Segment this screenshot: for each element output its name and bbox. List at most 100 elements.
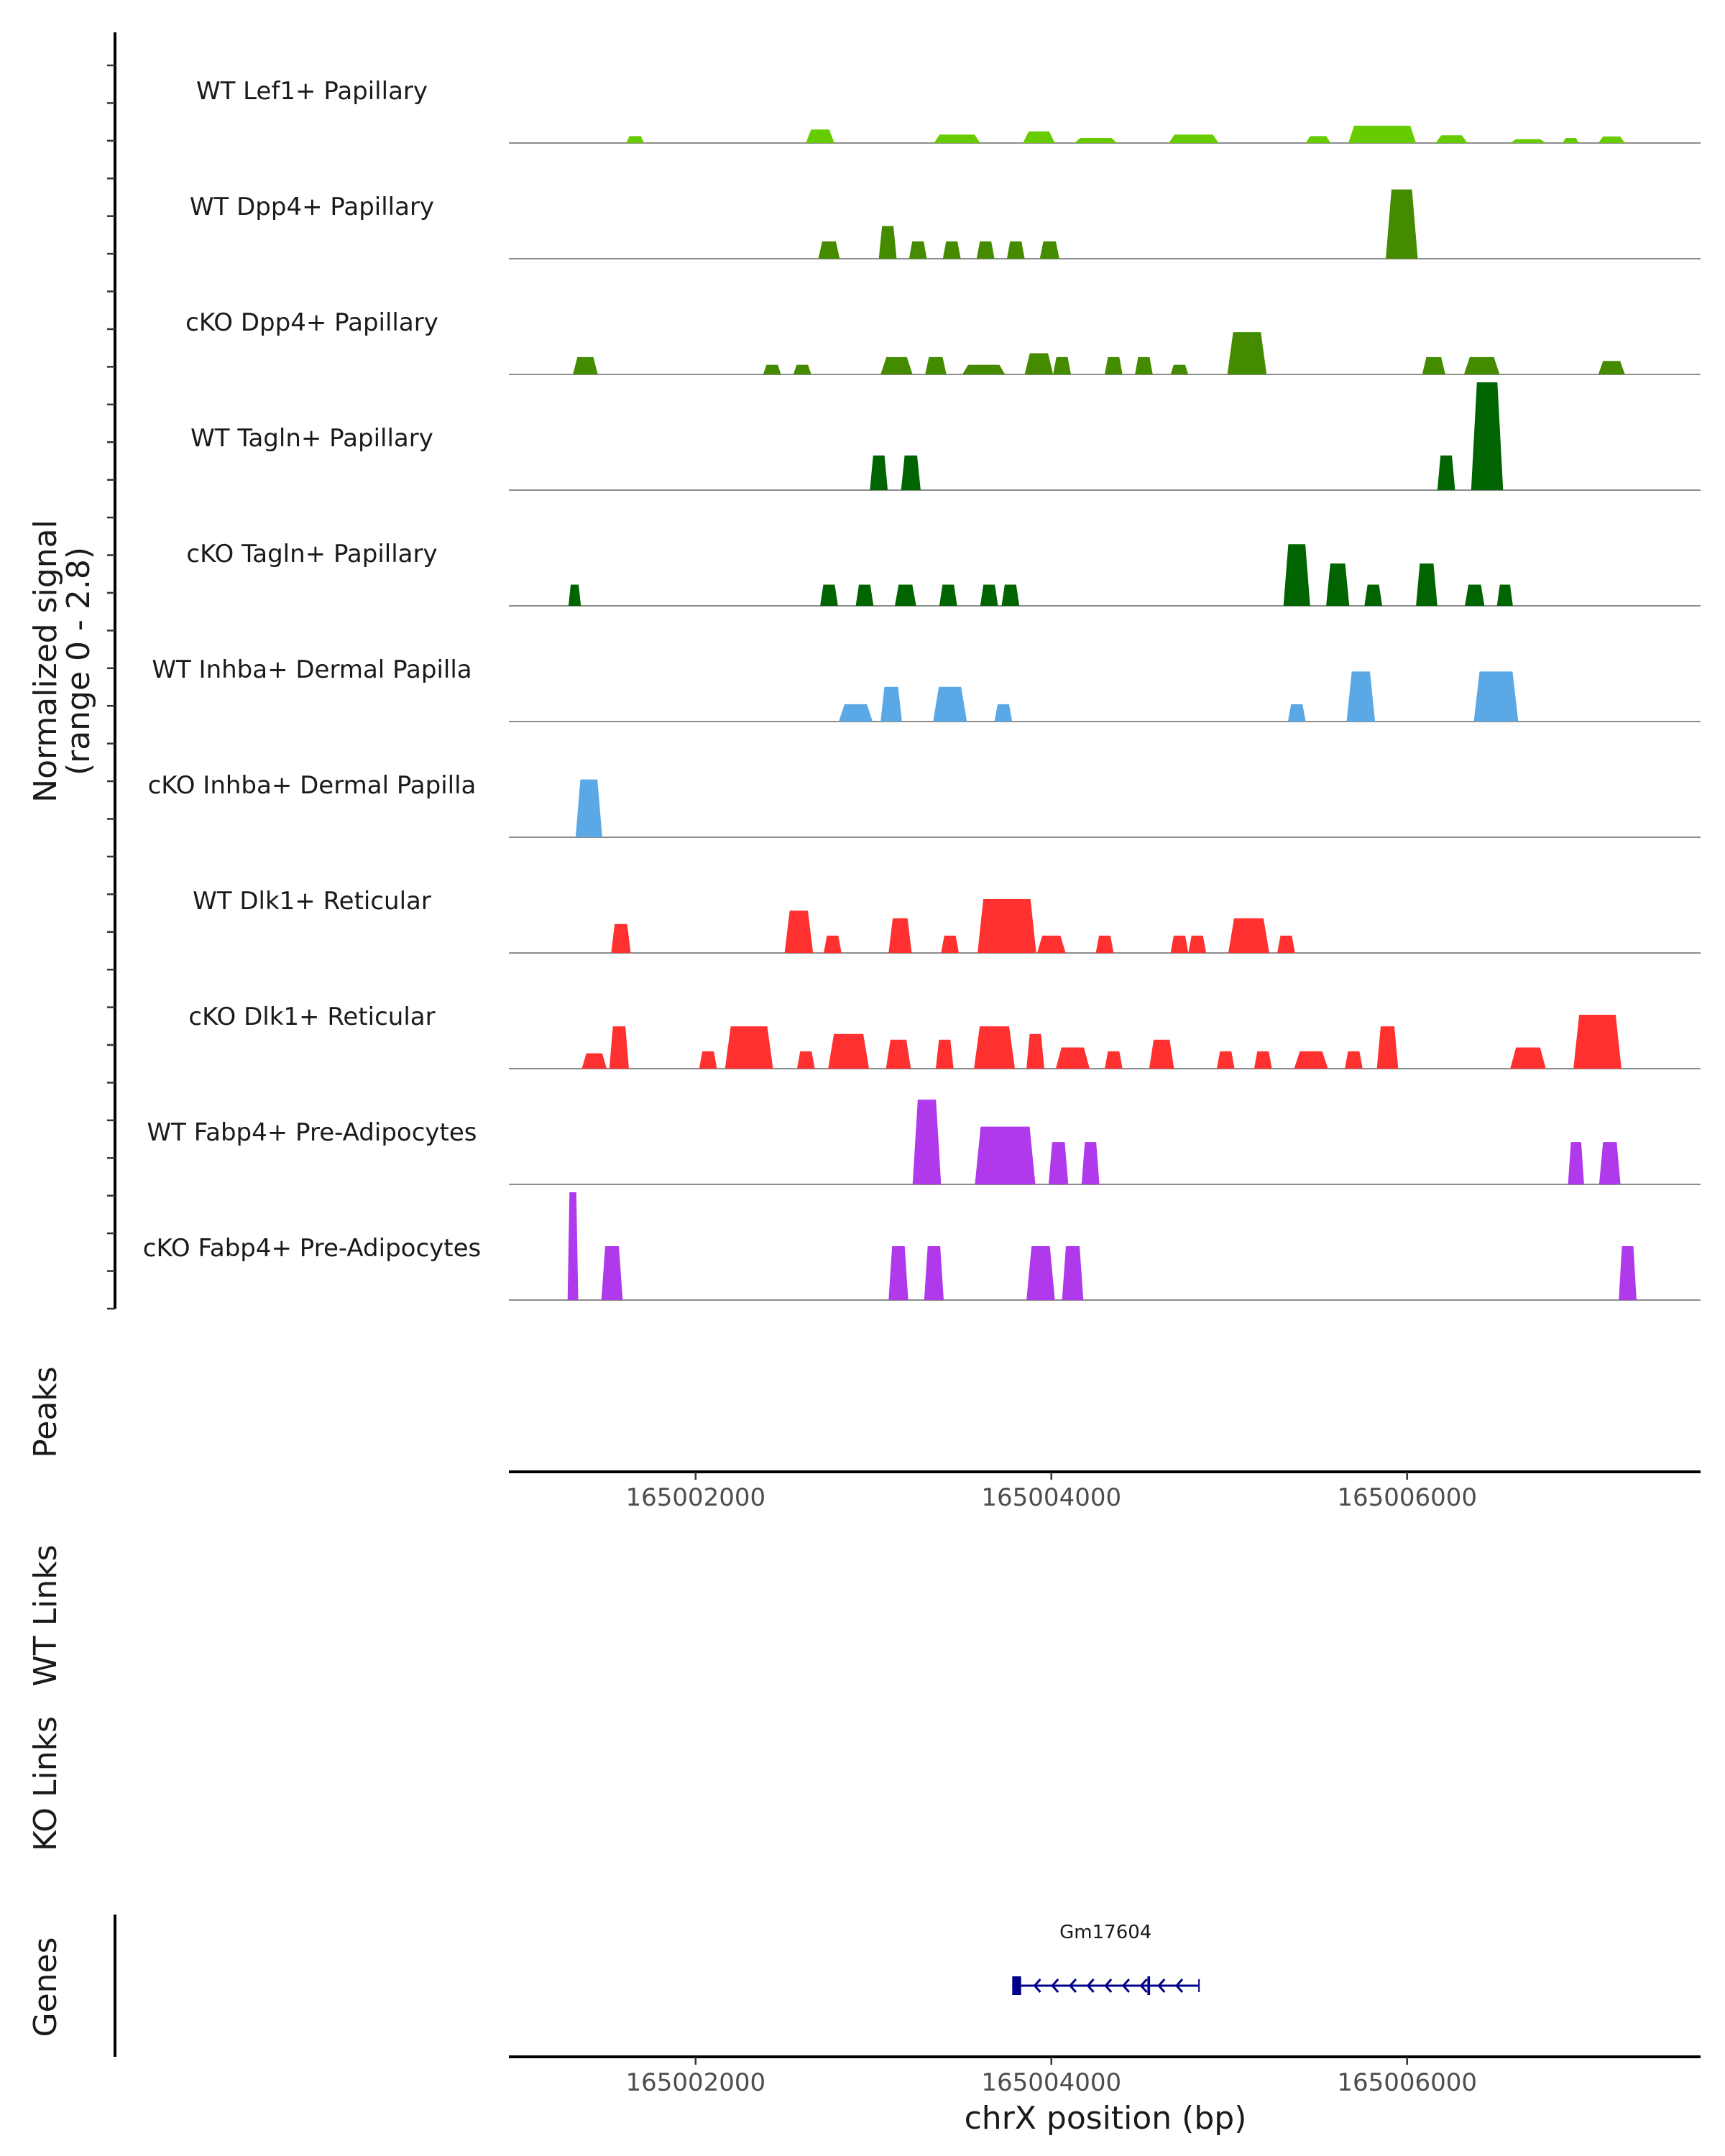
coverage-peak [878, 226, 897, 259]
coverage-peak [1422, 356, 1445, 374]
coverage-peak [575, 779, 602, 837]
coverage-peak [1283, 544, 1310, 606]
peaks-panel-title: Peaks [27, 1366, 64, 1457]
coverage-peak [1023, 131, 1055, 143]
coverage-peak [611, 923, 631, 953]
coverage-peak [1188, 935, 1207, 953]
coverage-peak [1001, 584, 1020, 606]
gene-strand-arrow [1068, 1978, 1077, 1993]
coverage-peak [880, 356, 913, 374]
track-label: WT Inhba+ Dermal Papilla [152, 655, 472, 684]
coverage-peak [1563, 138, 1579, 143]
coverage-peak [1348, 125, 1417, 143]
track-label: cKO Dlk1+ Reticular [188, 1003, 435, 1031]
track-5: WT Inhba+ Dermal Papilla [152, 655, 1701, 722]
coverage-peak [1437, 455, 1455, 490]
coverage-peak [1287, 704, 1306, 722]
track-label: WT Tagln+ Papillary [190, 424, 433, 453]
coverage-peak [1169, 134, 1219, 143]
coverage-peak [724, 1026, 773, 1069]
coverage-peak [806, 129, 834, 143]
peaks-x-tick-label: 165006000 [1337, 1483, 1477, 1512]
coverage-peak [941, 935, 960, 953]
coverage-peak [1473, 671, 1519, 722]
coverage-peak [824, 935, 842, 953]
coverage-peak [870, 455, 888, 490]
coverage-peak [828, 1033, 870, 1069]
track-10: cKO Fabp4+ Pre-Adipocytes [143, 1192, 1701, 1301]
coverage-peak [912, 1100, 942, 1184]
coverage-peak [763, 364, 781, 374]
ko-links-panel-title: KO Links [27, 1716, 64, 1851]
track-label: cKO Fabp4+ Pre-Adipocytes [143, 1234, 482, 1263]
coverage-peak [796, 1051, 815, 1069]
coverage-peak [1039, 241, 1059, 259]
gene-strand-arrow [1104, 1978, 1113, 1993]
coverage-peak [1254, 1051, 1272, 1069]
genes-x-tick-label: 165004000 [981, 2068, 1121, 2097]
coverage-peak [935, 1039, 954, 1069]
coverage-peak [1376, 1026, 1399, 1069]
track-0: WT Lef1+ Papillary [196, 77, 1701, 144]
y-axis-range: (range 0 - 2.8) [60, 547, 97, 775]
track-label: cKO Dpp4+ Papillary [185, 308, 438, 337]
coverage-peak [1105, 356, 1123, 374]
coverage-peak [1568, 1142, 1584, 1184]
coverage-peak [1463, 356, 1500, 374]
coverage-peak [888, 1246, 908, 1300]
coverage-peak [1024, 353, 1054, 374]
coverage-peak [820, 584, 838, 606]
coverage-peak [1496, 584, 1513, 606]
gene-strand-arrow [1157, 1978, 1166, 1993]
coverage-peak [980, 584, 998, 606]
coverage-peak [1364, 584, 1382, 606]
coverage-peak [699, 1051, 717, 1069]
track-7: WT Dlk1+ Reticular [193, 887, 1701, 954]
gene-name-label: Gm17604 [1059, 1922, 1151, 1943]
coverage-peak [784, 911, 814, 953]
gene-exon [1012, 1976, 1021, 1995]
coverage-peak [1149, 1039, 1174, 1069]
coverage-peak [933, 686, 967, 722]
track-label: WT Dlk1+ Reticular [193, 887, 431, 916]
coverage-peak [609, 1026, 629, 1069]
coverage-peak [568, 584, 581, 606]
track-9: WT Fabp4+ Pre-Adipocytes [147, 1100, 1701, 1185]
wt-links-panel-title: WT Links [27, 1544, 64, 1686]
coverage-peak [793, 364, 811, 374]
coverage-peak [1037, 935, 1066, 953]
coverage-peak [1471, 382, 1504, 490]
coverage-peak [1598, 136, 1625, 143]
coverage-peak [626, 136, 645, 143]
coverage-peak [1062, 1246, 1084, 1300]
coverage-peak [855, 584, 874, 606]
coverage-peak [1573, 1015, 1622, 1069]
coverage-peak [1619, 1246, 1637, 1300]
coverage-peak [974, 1026, 1015, 1069]
track-label: WT Dpp4+ Papillary [190, 193, 434, 221]
coverage-peak [1435, 135, 1468, 143]
coverage-peak [1510, 139, 1546, 143]
coverage-peak [978, 899, 1036, 953]
track-label: cKO Inhba+ Dermal Papilla [148, 771, 477, 800]
coverage-peak [924, 1246, 944, 1300]
y-axis-title: Normalized signal [27, 520, 64, 803]
coverage-peak [934, 134, 980, 143]
coverage-peak [818, 241, 840, 259]
coverage-peak [573, 356, 598, 374]
coverage-peak [1216, 1051, 1235, 1069]
coverage-peak [1345, 1051, 1363, 1069]
gene-strand-arrow [1174, 1978, 1184, 1993]
coverage-peak [1081, 1142, 1100, 1184]
track-2: cKO Dpp4+ Papillary [185, 308, 1701, 375]
peaks-x-tick-label: 165004000 [981, 1483, 1121, 1512]
coverage-peak [601, 1246, 623, 1300]
coverage-peak [1170, 364, 1189, 374]
coverage-peak [925, 356, 947, 374]
coverage-peak [939, 584, 957, 606]
coverage-peak [1055, 1047, 1090, 1069]
track-1: WT Dpp4+ Papillary [190, 189, 1701, 259]
track-label: cKO Tagln+ Papillary [186, 540, 437, 568]
